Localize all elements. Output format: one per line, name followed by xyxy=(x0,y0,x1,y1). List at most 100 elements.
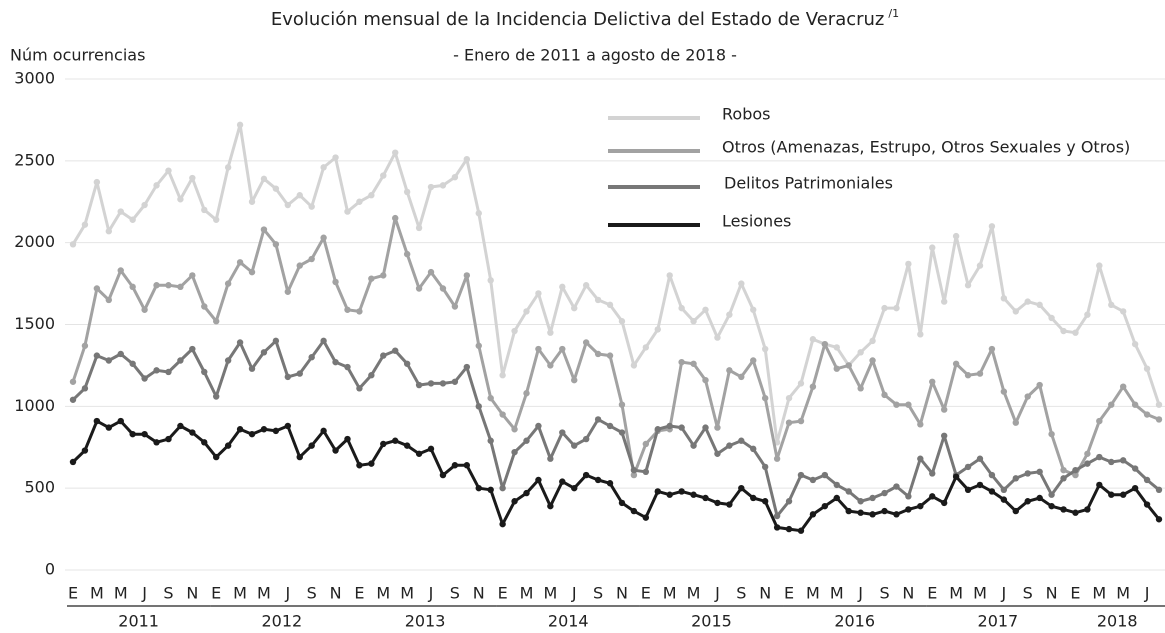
data-point xyxy=(141,306,148,313)
data-point xyxy=(189,174,196,182)
data-point xyxy=(93,178,101,186)
data-point xyxy=(582,339,590,346)
x-tick-label: N xyxy=(186,584,198,603)
data-point xyxy=(129,430,136,438)
data-point xyxy=(439,471,447,479)
data-point xyxy=(1131,401,1139,408)
data-point xyxy=(463,462,471,469)
data-point xyxy=(678,304,685,312)
data-point xyxy=(594,350,602,358)
data-point xyxy=(1072,466,1079,474)
data-point xyxy=(153,367,160,374)
data-point xyxy=(1048,491,1055,498)
data-point xyxy=(296,453,303,461)
data-point xyxy=(1131,465,1139,472)
x-tick-label: J xyxy=(857,584,863,603)
data-point xyxy=(726,311,733,318)
data-point xyxy=(618,499,626,507)
data-point xyxy=(594,296,602,304)
data-point xyxy=(344,363,351,371)
data-point xyxy=(463,363,471,371)
data-point xyxy=(93,417,101,425)
x-tick-label: N xyxy=(902,584,914,603)
data-point xyxy=(1084,460,1091,467)
data-point xyxy=(356,462,363,469)
data-point xyxy=(284,288,292,295)
data-point xyxy=(559,429,566,436)
data-point xyxy=(940,298,948,305)
data-point xyxy=(618,318,626,325)
x-tick-label: E xyxy=(68,584,78,603)
data-point xyxy=(893,304,900,312)
legend-label: Delitos Patrimoniales xyxy=(724,174,893,193)
legend-label: Lesiones xyxy=(722,212,791,231)
data-point xyxy=(1108,458,1115,466)
data-point xyxy=(129,216,136,223)
data-point xyxy=(940,499,948,507)
year-label: 2011 xyxy=(118,612,159,631)
data-point xyxy=(857,385,864,392)
data-point xyxy=(451,174,459,181)
data-point xyxy=(905,506,912,513)
data-point xyxy=(678,358,685,366)
data-point xyxy=(1108,401,1115,408)
x-tick-label: M xyxy=(1092,584,1106,603)
data-point xyxy=(272,427,280,435)
chart-title: Evolución mensual de la Incidencia Delic… xyxy=(271,7,899,30)
data-point xyxy=(1096,417,1103,425)
data-point xyxy=(606,301,614,309)
data-point xyxy=(702,494,709,502)
data-point xyxy=(917,331,924,338)
data-point xyxy=(1072,509,1079,516)
y-axis-label: Núm ocurrencias xyxy=(10,46,145,65)
data-point xyxy=(940,406,948,413)
y-tick-label: 1000 xyxy=(14,396,55,415)
x-tick-label: M xyxy=(687,584,701,603)
data-point xyxy=(833,344,840,351)
data-point xyxy=(893,401,900,408)
chart-subtitle: - Enero de 2011 a agosto de 2018 - xyxy=(453,46,737,65)
data-point xyxy=(189,272,196,279)
data-point xyxy=(714,334,721,341)
year-label: 2018 xyxy=(1097,612,1138,631)
x-tick-label: J xyxy=(141,584,147,603)
data-point xyxy=(571,376,578,384)
data-point xyxy=(535,345,542,353)
data-point xyxy=(761,394,769,402)
data-point xyxy=(177,422,184,430)
data-point xyxy=(380,272,387,279)
data-point xyxy=(594,416,602,423)
data-point xyxy=(81,342,89,349)
data-point xyxy=(284,422,292,430)
data-point xyxy=(368,192,375,199)
data-point xyxy=(976,481,984,489)
x-tick-label: M xyxy=(973,584,987,603)
year-label: 2012 xyxy=(261,612,302,631)
data-point xyxy=(403,442,411,449)
data-point xyxy=(845,507,852,515)
data-point xyxy=(189,345,196,353)
data-point xyxy=(368,460,375,467)
data-point xyxy=(726,367,733,374)
series-line xyxy=(71,123,1161,444)
data-point xyxy=(392,347,399,354)
x-tick-label: S xyxy=(593,584,603,603)
data-point xyxy=(571,442,578,449)
data-point xyxy=(320,234,327,241)
data-point xyxy=(654,488,661,495)
data-point xyxy=(797,527,805,534)
data-point xyxy=(201,368,208,376)
data-point xyxy=(535,422,542,430)
data-point xyxy=(403,188,411,196)
data-point xyxy=(165,368,172,376)
x-tick-label: M xyxy=(806,584,820,603)
x-tick-label: N xyxy=(473,584,485,603)
data-point xyxy=(857,349,864,356)
x-tick-label: J xyxy=(1000,584,1006,603)
data-point xyxy=(1024,393,1031,400)
data-point xyxy=(439,380,447,387)
data-point xyxy=(905,260,912,268)
legend-label: Robos xyxy=(722,105,770,124)
data-point xyxy=(213,393,220,400)
data-point xyxy=(559,478,566,485)
